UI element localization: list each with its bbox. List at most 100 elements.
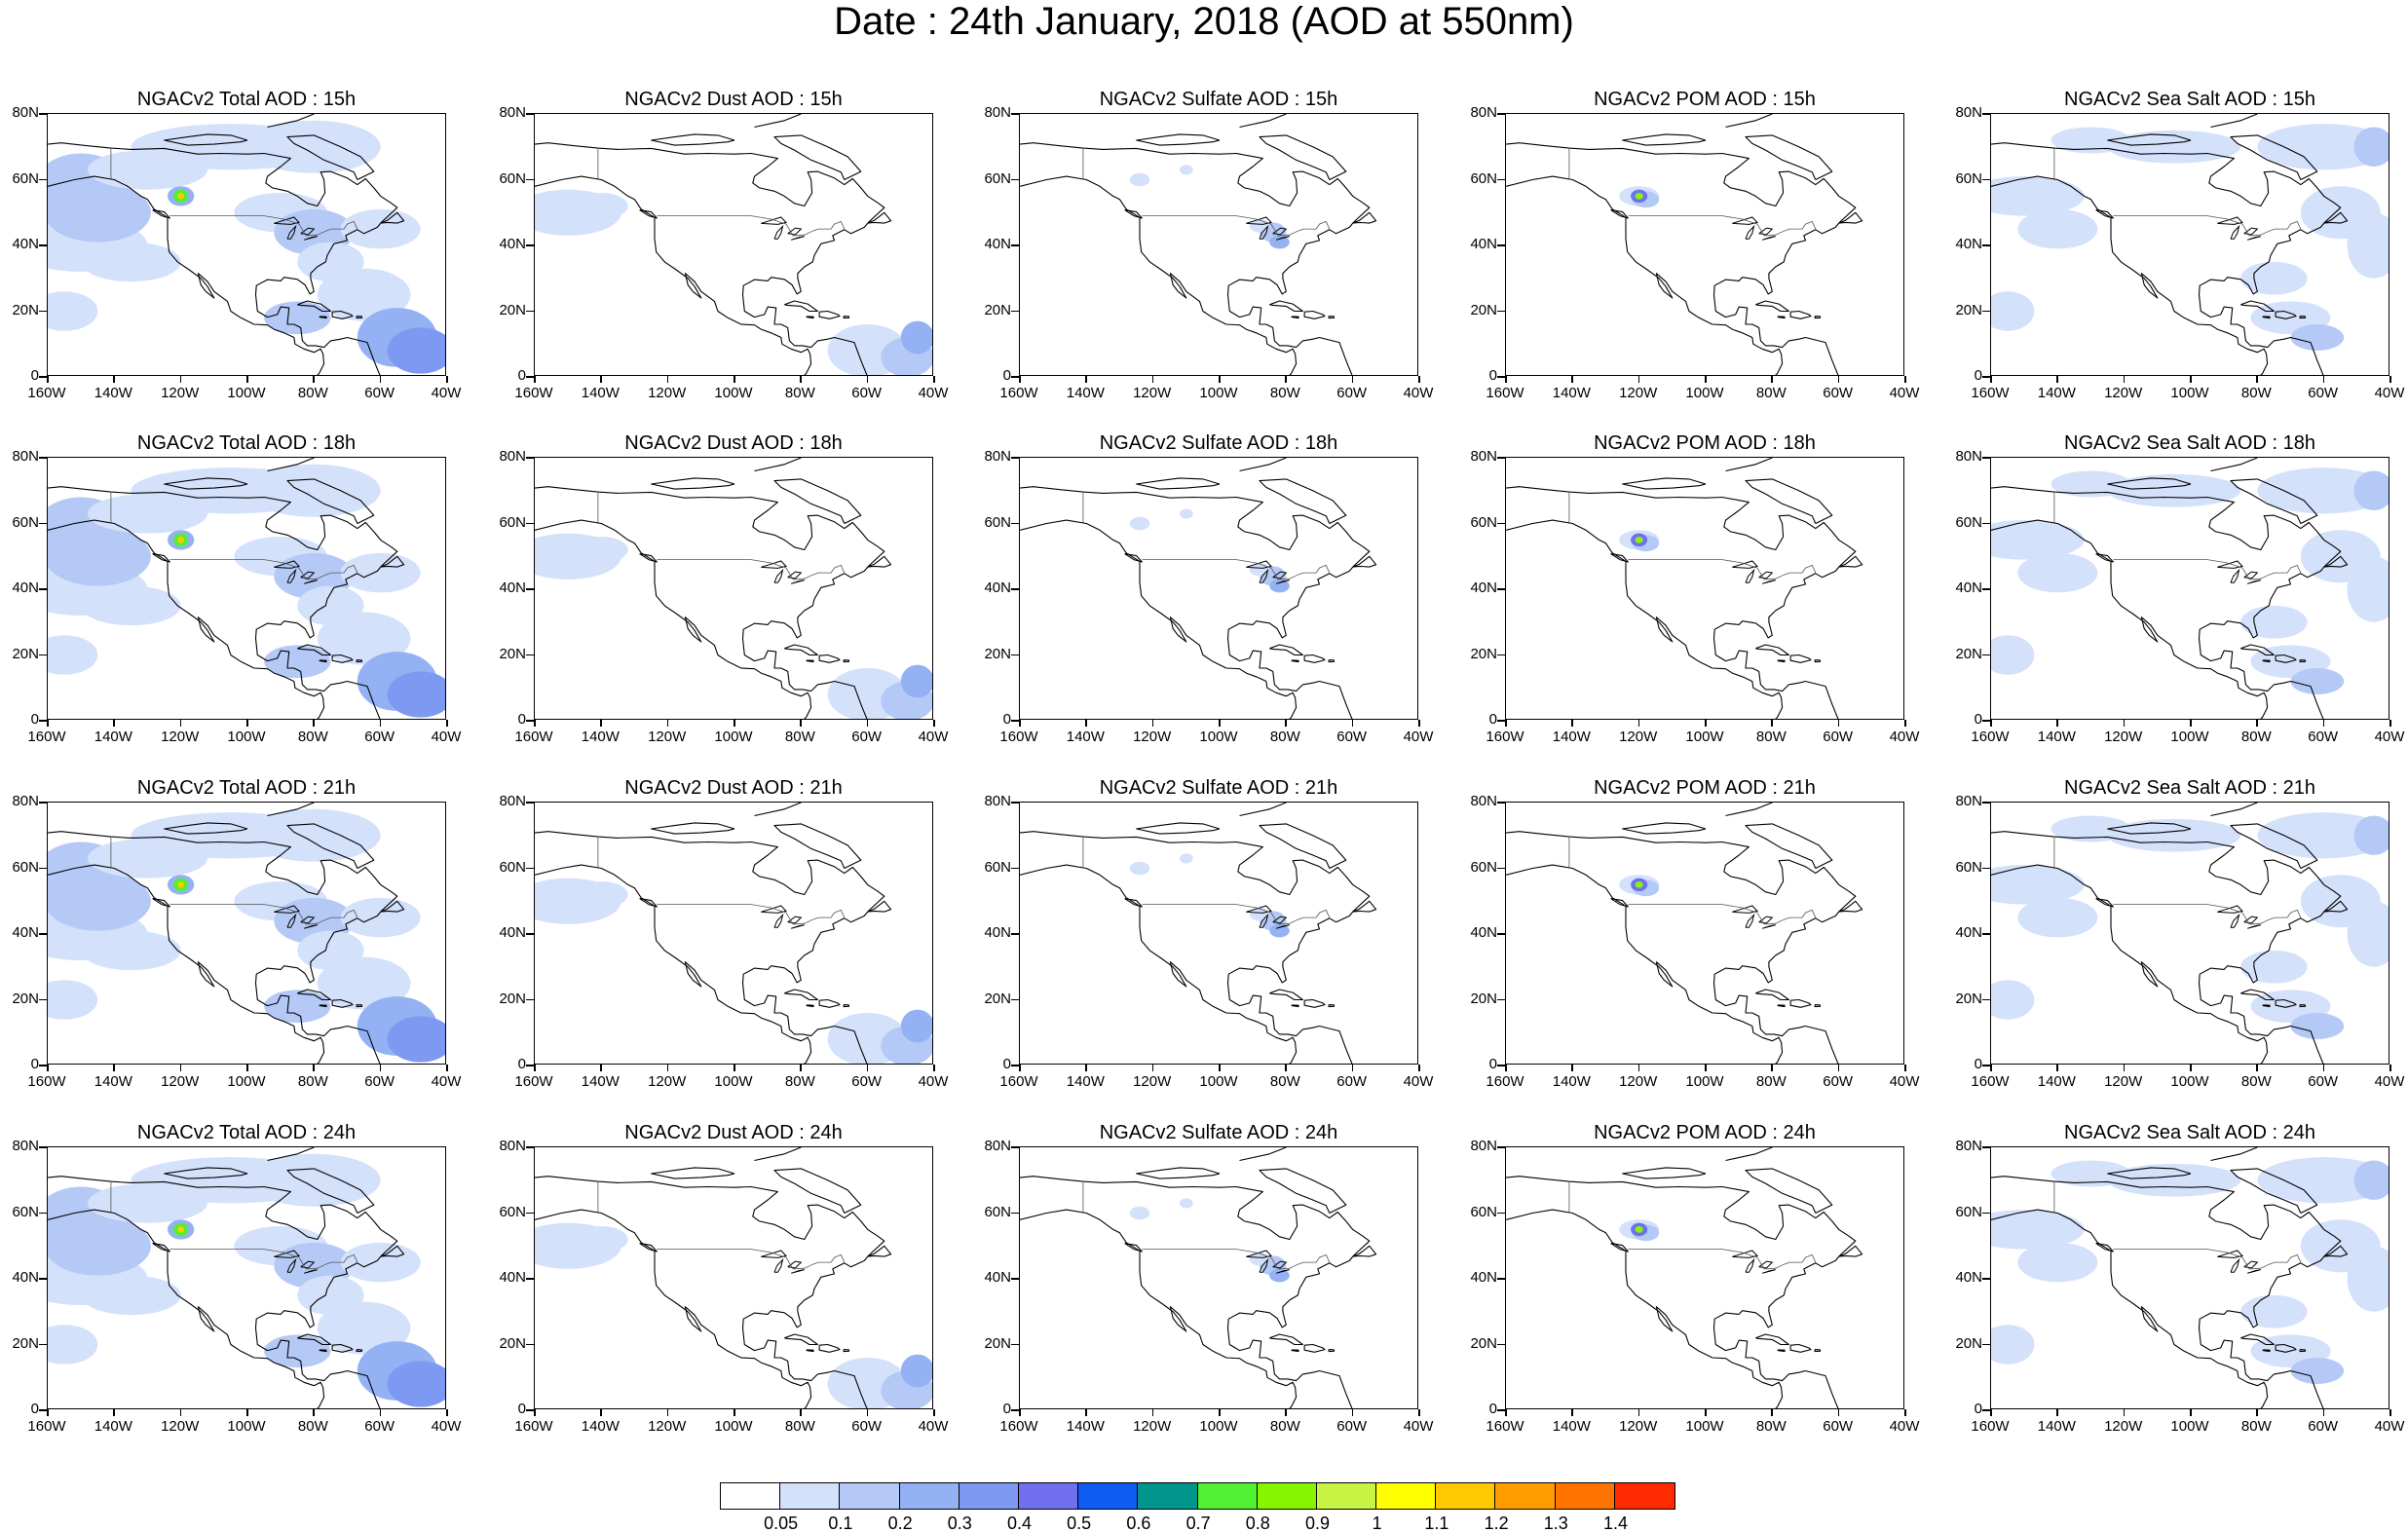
panel-title: NGACv2 Dust AOD : 15h bbox=[624, 89, 843, 110]
aod-shading bbox=[1269, 235, 1290, 249]
longitude-label: 80W bbox=[784, 385, 815, 401]
longitude-label: 160W bbox=[1486, 1073, 1524, 1090]
coastline bbox=[2095, 209, 2114, 219]
coastline bbox=[784, 300, 818, 313]
coastline bbox=[1328, 1004, 1336, 1008]
longitude-tick bbox=[246, 720, 248, 727]
latitude-tick bbox=[526, 802, 534, 804]
aod-shading bbox=[81, 1275, 181, 1316]
longitude-label: 40W bbox=[2374, 1073, 2405, 1090]
coastline bbox=[164, 1167, 248, 1179]
longitude-tick bbox=[2256, 376, 2258, 383]
coastline bbox=[1755, 644, 1789, 656]
coastline bbox=[1352, 555, 1377, 568]
latitude-tick bbox=[1982, 457, 1990, 459]
longitude-label: 160W bbox=[514, 1418, 553, 1435]
latitude-label: 0 bbox=[1488, 711, 1497, 728]
colorbar-swatch bbox=[840, 1483, 900, 1509]
aod-shading bbox=[2107, 130, 2241, 164]
coastline bbox=[784, 989, 818, 1001]
coastline bbox=[818, 998, 841, 1008]
coastline bbox=[1239, 803, 1287, 817]
longitude-tick bbox=[2322, 720, 2325, 727]
latitude-tick bbox=[1982, 867, 1990, 869]
longitude-label: 140W bbox=[1066, 1073, 1105, 1090]
coastline bbox=[773, 1168, 862, 1214]
map-plot-area bbox=[1990, 113, 2389, 376]
longitude-tick bbox=[2322, 1065, 2325, 1071]
latitude-label: 80N bbox=[1470, 793, 1497, 809]
latitude-label: 40N bbox=[1955, 924, 1982, 941]
colorbar-swatch bbox=[1614, 1483, 1674, 1509]
aod-shading bbox=[1129, 861, 1150, 876]
coastline bbox=[1259, 134, 1347, 180]
aod-shading bbox=[2017, 897, 2098, 938]
country-border bbox=[169, 559, 358, 580]
longitude-tick bbox=[2056, 376, 2058, 383]
longitude-label: 120W bbox=[1133, 729, 1172, 745]
latitude-label: 40N bbox=[1955, 1269, 1982, 1286]
panel-title: NGACv2 Sea Salt AOD : 18h bbox=[2064, 432, 2315, 454]
longitude-tick bbox=[446, 1409, 448, 1416]
longitude-label: 140W bbox=[94, 729, 132, 745]
latitude-label: 0 bbox=[1488, 1056, 1497, 1072]
aod-shading bbox=[48, 1325, 98, 1365]
map-panel: NGACv2 Sea Salt AOD : 15h 80N 60N 40N 20N 0 16… bbox=[1943, 88, 2408, 433]
country-border bbox=[169, 215, 358, 237]
latitude-label: 80N bbox=[1955, 1138, 1982, 1154]
aod-shading bbox=[2017, 552, 2098, 593]
latitude-tick bbox=[1011, 998, 1019, 1000]
aod-map bbox=[48, 803, 445, 1064]
coastline bbox=[267, 803, 315, 817]
coastline bbox=[535, 175, 812, 375]
aod-shading bbox=[1129, 172, 1150, 187]
latitude-label: 40N bbox=[1470, 580, 1497, 596]
lake-outline bbox=[286, 913, 297, 928]
longitude-label: 120W bbox=[1133, 1418, 1172, 1435]
lake-outline bbox=[2217, 560, 2243, 569]
latitude-tick bbox=[1011, 867, 1019, 869]
longitude-label: 160W bbox=[999, 1418, 1038, 1435]
latitude-tick bbox=[526, 1065, 534, 1066]
aod-shading bbox=[1991, 291, 2035, 331]
coastline bbox=[286, 478, 375, 524]
aod-map bbox=[1506, 114, 1863, 375]
latitude-label: 0 bbox=[517, 711, 526, 728]
map-plot-area bbox=[1990, 1146, 2389, 1409]
latitude-label: 20N bbox=[12, 1334, 39, 1352]
latitude-tick bbox=[526, 178, 534, 180]
longitude-tick bbox=[113, 720, 115, 727]
lake-outline bbox=[1761, 1269, 1776, 1274]
longitude-label: 140W bbox=[2037, 729, 2076, 745]
lake-outline bbox=[787, 1260, 803, 1269]
aod-shading bbox=[340, 552, 421, 593]
coastline bbox=[1991, 864, 2269, 1064]
lake-outline bbox=[1272, 571, 1288, 580]
lake-outline bbox=[2243, 1260, 2259, 1269]
longitude-tick bbox=[1151, 1065, 1154, 1071]
coastline bbox=[297, 300, 331, 313]
longitude-tick bbox=[1637, 376, 1640, 383]
longitude-tick bbox=[179, 720, 182, 727]
coastline bbox=[1610, 209, 1629, 219]
coastline bbox=[639, 553, 658, 563]
map-plot-area bbox=[1019, 457, 1418, 720]
country-border bbox=[169, 1249, 358, 1270]
latitude-tick bbox=[1982, 802, 1990, 804]
coastline bbox=[1259, 478, 1347, 524]
longitude-label: 80W bbox=[2240, 385, 2272, 401]
longitude-label: 40W bbox=[918, 729, 949, 745]
latitude-label: 80N bbox=[12, 104, 39, 121]
latitude-tick bbox=[39, 376, 47, 378]
coastline bbox=[48, 142, 398, 375]
colorbar-swatch bbox=[1555, 1483, 1615, 1509]
longitude-label: 120W bbox=[2104, 385, 2143, 401]
longitude-tick bbox=[1571, 720, 1573, 727]
longitude-label: 140W bbox=[94, 385, 132, 401]
coastline bbox=[48, 1209, 325, 1408]
latitude-tick bbox=[526, 1212, 534, 1214]
aod-shading bbox=[1991, 980, 2035, 1020]
latitude-label: 80N bbox=[499, 1138, 526, 1154]
lake-outline bbox=[300, 1260, 316, 1269]
longitude-tick bbox=[1285, 376, 1287, 383]
